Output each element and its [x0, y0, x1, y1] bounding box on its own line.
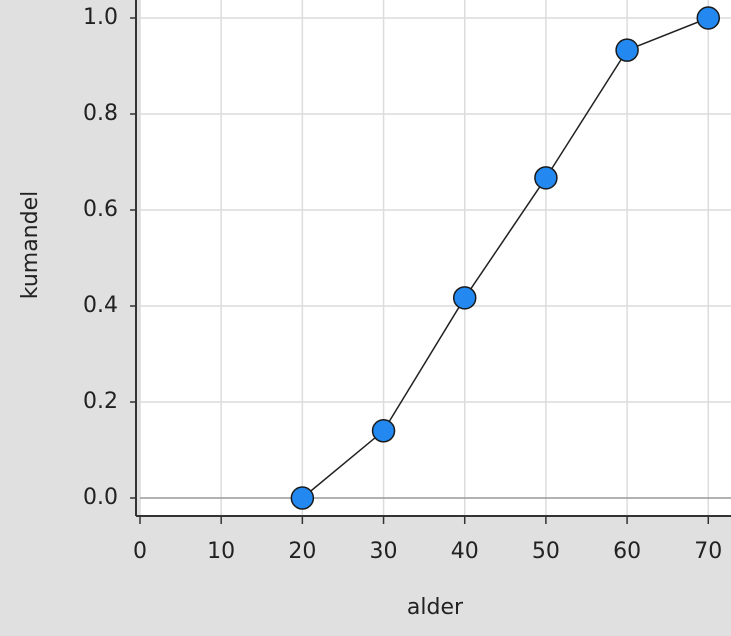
x-tick-label: 60: [613, 539, 641, 564]
y-tick-label: 0.0: [83, 485, 118, 510]
x-tick-label: 10: [207, 539, 235, 564]
x-tick-label: 50: [532, 539, 560, 564]
y-tick-label: 0.2: [83, 389, 118, 414]
x-tick-label: 70: [694, 539, 722, 564]
x-tick-label: 30: [370, 539, 398, 564]
data-point: [452, 286, 477, 310]
x-tick-label: 20: [288, 539, 316, 564]
x-tick-label: 0: [133, 539, 147, 564]
data-point: [696, 6, 721, 30]
x-tick-label: 40: [451, 539, 479, 564]
data-point: [290, 486, 315, 510]
series-line: [301, 17, 709, 499]
y-tick-label: 0.4: [83, 293, 118, 318]
y-tick-label: 1.0: [83, 5, 118, 30]
y-axis-label: kumandel: [18, 191, 43, 299]
y-tick-label: 0.8: [83, 101, 118, 126]
data-point: [534, 166, 558, 190]
data-point: [371, 419, 396, 443]
x-axis-label: alder: [407, 595, 464, 620]
y-tick-label: 0.6: [83, 197, 118, 222]
plot-area: [140, 0, 731, 516]
data-point: [615, 38, 639, 62]
